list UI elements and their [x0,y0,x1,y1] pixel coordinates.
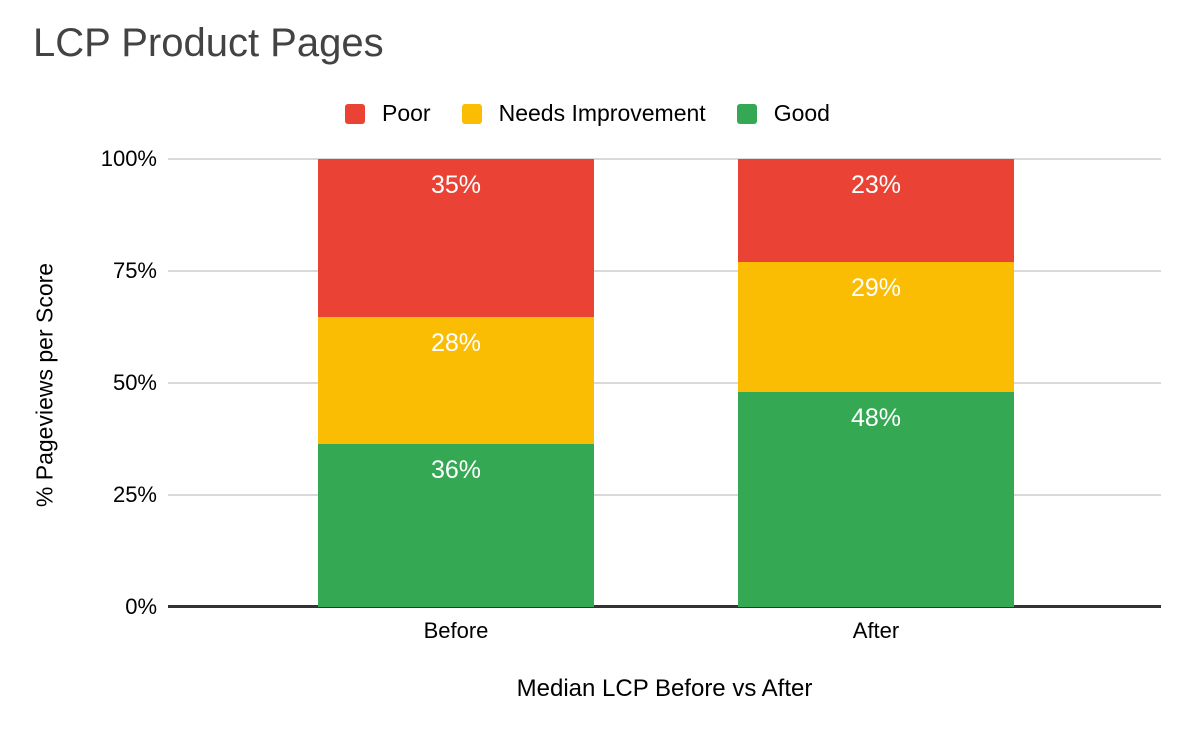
segment-good-after: 48% [738,391,1014,607]
chart-title: LCP Product Pages [33,21,384,65]
bar-after: 23% 29% 48% [738,159,1014,607]
legend-item-needs-improvement: Needs Improvement [461,100,706,127]
data-label-needs-improvement-after: 29% [850,274,902,303]
data-label-good-after: 48% [850,403,902,432]
legend-swatch-poor [345,103,365,124]
segment-good-before: 36% [318,444,594,607]
data-label-poor-before: 35% [430,171,482,199]
legend-label-poor: Poor [382,100,431,126]
x-axis-title: Median LCP Before vs After [516,675,813,702]
y-tick-label-25: 25% [112,482,157,507]
segment-needs-improvement-after: 29% [738,262,1014,392]
bar-before: 35% 28% 36% [318,159,594,607]
x-category-label-before: Before [423,618,489,643]
data-label-needs-improvement-before: 28% [430,329,482,358]
plot-area: 35% 28% 36% 23% 29% 48% [168,158,1161,608]
legend-label-needs-improvement: Needs Improvement [498,100,706,126]
gridline-25 [168,494,1161,496]
segment-poor-after: 23% [738,159,1014,263]
gridline-50 [168,382,1161,384]
data-label-good-before: 36% [430,456,482,485]
y-tick-label-0: 0% [125,594,157,619]
y-tick-label-75: 75% [112,258,157,283]
x-category-label-after: After [852,618,900,643]
legend-swatch-good [736,103,757,124]
y-tick-label-100: 100% [100,146,157,171]
legend-swatch-needs-improvement [461,103,482,124]
gridline-100 [168,158,1161,160]
legend-item-good: Good [736,100,830,127]
data-label-poor-after: 23% [850,171,902,199]
legend: Poor Needs Improvement Good [345,100,830,127]
x-axis-baseline [168,605,1161,608]
y-tick-label-50: 50% [112,370,157,395]
segment-poor-before: 35% [318,159,594,318]
legend-item-poor: Poor [345,100,431,127]
segment-needs-improvement-before: 28% [318,317,594,445]
gridline-75 [168,270,1161,272]
legend-label-good: Good [773,100,830,126]
